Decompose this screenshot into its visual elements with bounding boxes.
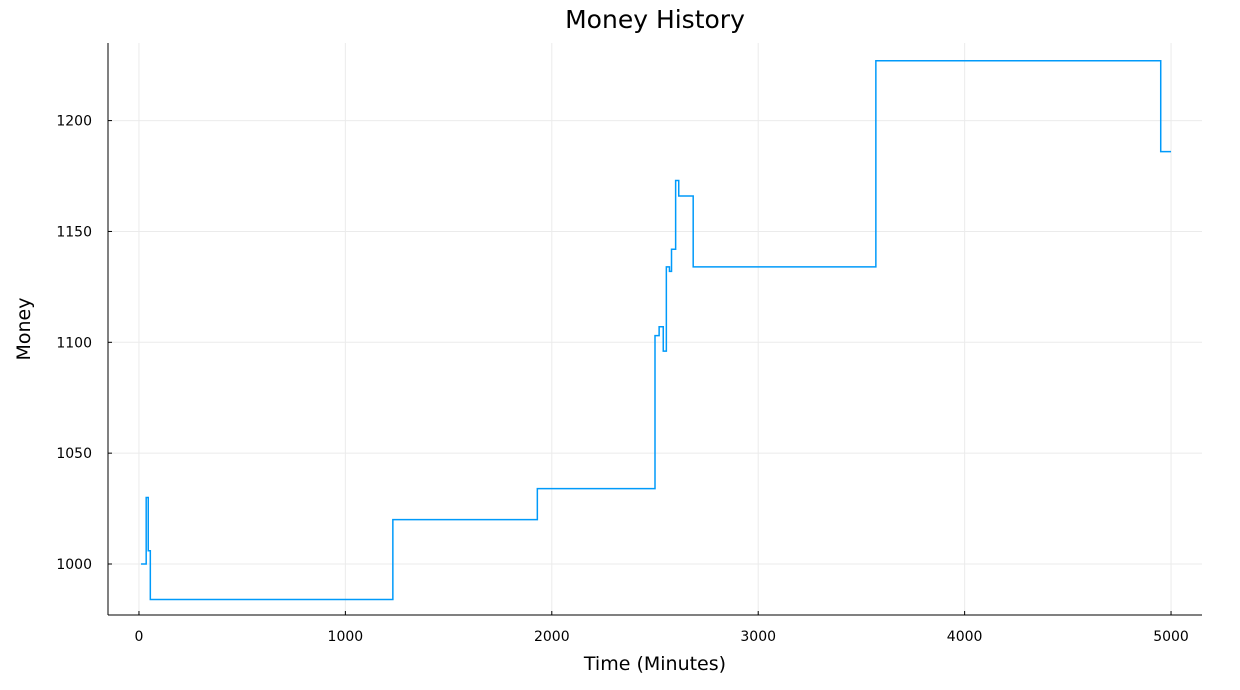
grid-lines bbox=[108, 43, 1202, 615]
y-tick-label: 1000 bbox=[56, 557, 92, 573]
x-tick-label: 0 bbox=[135, 629, 144, 645]
x-tick-label: 4000 bbox=[947, 629, 983, 645]
y-tick-label: 1100 bbox=[56, 335, 92, 351]
y-tick-label: 1050 bbox=[56, 446, 92, 462]
y-axis-label: Money bbox=[13, 298, 35, 361]
series-layer bbox=[141, 59, 1172, 601]
x-tick-label: 3000 bbox=[740, 629, 776, 645]
chart-title: Money History bbox=[565, 5, 745, 34]
y-tick-label: 1200 bbox=[56, 114, 92, 130]
tick-labels: 0 1000 2000 3000 4000 5000 1000 1050 1100 1150 120… bbox=[56, 114, 1188, 645]
x-axis-label: Time (Minutes) bbox=[583, 653, 726, 675]
x-tick-label: 1000 bbox=[328, 629, 364, 645]
y-tick-label: 1150 bbox=[56, 224, 92, 240]
x-tick-label: 2000 bbox=[534, 629, 570, 645]
money-line bbox=[141, 59, 1172, 601]
axes bbox=[107, 43, 1202, 616]
x-tick-label: 5000 bbox=[1153, 629, 1189, 645]
